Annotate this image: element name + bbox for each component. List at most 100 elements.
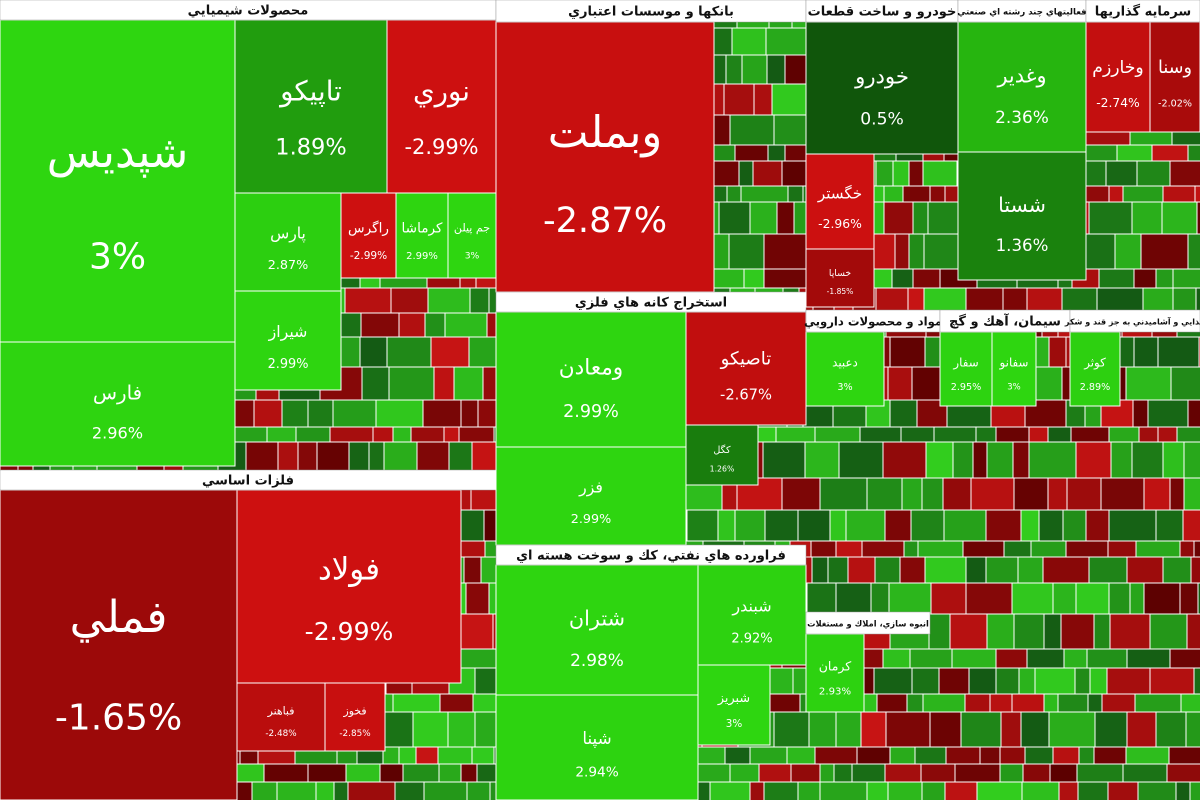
minor-tile bbox=[891, 268, 914, 289]
minor-tile bbox=[734, 509, 766, 542]
minor-tile bbox=[458, 509, 485, 542]
minor-tile bbox=[929, 185, 946, 203]
minor-tile bbox=[1151, 144, 1189, 162]
minor-tile bbox=[968, 667, 997, 695]
minor-tile bbox=[724, 746, 751, 765]
minor-tile bbox=[392, 693, 441, 713]
minor-tile bbox=[859, 426, 902, 443]
minor-tile bbox=[1052, 746, 1080, 765]
minor-tile bbox=[921, 477, 944, 511]
minor-tile bbox=[894, 233, 910, 270]
minor-tile bbox=[912, 201, 929, 235]
minor-tile bbox=[232, 763, 265, 783]
tile bbox=[340, 192, 397, 279]
tile bbox=[395, 192, 449, 279]
minor-tile bbox=[797, 781, 821, 800]
minor-tile bbox=[847, 556, 876, 584]
minor-tile bbox=[810, 540, 837, 558]
minor-tile bbox=[1038, 509, 1064, 542]
minor-tile bbox=[1197, 582, 1200, 615]
minor-tile bbox=[995, 667, 1020, 695]
minor-tile bbox=[1026, 648, 1065, 669]
tile-label: خساپا bbox=[829, 268, 851, 279]
minor-tile bbox=[1126, 711, 1157, 748]
tile-value: -1.65% bbox=[55, 697, 182, 738]
tile-value: 3% bbox=[726, 718, 743, 730]
minor-tile bbox=[1125, 746, 1170, 765]
minor-tile bbox=[829, 509, 847, 542]
minor-tile bbox=[1034, 667, 1076, 695]
minor-tile bbox=[1074, 667, 1091, 695]
minor-tile bbox=[734, 144, 769, 162]
minor-tile bbox=[776, 201, 795, 235]
minor-tile bbox=[444, 312, 488, 338]
tile-label: كرماشا bbox=[402, 221, 443, 237]
tile-label: تاصيكو bbox=[720, 348, 772, 369]
minor-tile bbox=[471, 746, 495, 765]
minor-tile bbox=[922, 160, 958, 187]
minor-tile bbox=[361, 366, 390, 401]
minor-tile bbox=[1168, 746, 1200, 765]
minor-tile bbox=[329, 426, 374, 443]
minor-tile bbox=[415, 746, 439, 765]
minor-tile bbox=[1162, 185, 1196, 203]
minor-tile bbox=[833, 763, 853, 783]
minor-tile bbox=[875, 160, 894, 187]
minor-tile bbox=[1020, 711, 1050, 748]
minor-tile bbox=[1193, 540, 1200, 558]
minor-tile bbox=[965, 556, 987, 584]
minor-tile bbox=[749, 781, 765, 800]
tile-value: 2.99% bbox=[268, 357, 309, 372]
minor-tile bbox=[900, 426, 935, 443]
minor-tile bbox=[424, 312, 446, 338]
minor-tile bbox=[976, 781, 1023, 800]
minor-tile bbox=[1087, 693, 1103, 713]
minor-tile bbox=[1122, 763, 1168, 783]
minor-tile bbox=[1157, 336, 1200, 368]
minor-tile bbox=[763, 268, 812, 289]
minor-tile bbox=[392, 426, 412, 443]
tile-label: خگستر bbox=[817, 184, 862, 202]
minor-tile bbox=[1042, 556, 1090, 584]
tile bbox=[495, 446, 687, 546]
minor-tile bbox=[1065, 540, 1109, 558]
minor-tile bbox=[762, 441, 806, 479]
minor-tile bbox=[856, 746, 891, 765]
minor-tile bbox=[1147, 399, 1189, 428]
minor-tile bbox=[999, 763, 1024, 783]
minor-tile bbox=[1175, 781, 1191, 800]
tile bbox=[495, 311, 687, 448]
minor-tile bbox=[1066, 477, 1102, 511]
tile-label: سفانو bbox=[999, 356, 1029, 371]
tile-value: 2.99% bbox=[563, 402, 619, 422]
minor-tile bbox=[1089, 667, 1108, 695]
minor-tile bbox=[883, 185, 904, 203]
minor-tile bbox=[827, 556, 849, 584]
minor-tile bbox=[866, 477, 903, 511]
tile bbox=[1149, 21, 1200, 133]
minor-tile bbox=[1157, 426, 1178, 443]
minor-tile bbox=[1133, 336, 1159, 368]
minor-tile bbox=[433, 366, 455, 401]
tile-value: 2.92% bbox=[731, 632, 772, 647]
minor-tile bbox=[965, 582, 1013, 615]
minor-tile bbox=[884, 509, 912, 542]
tile-label: شپديس bbox=[47, 127, 189, 178]
minor-tile bbox=[458, 426, 495, 443]
tile-value: 3% bbox=[1007, 381, 1020, 391]
minor-tile bbox=[375, 399, 424, 428]
minor-tile bbox=[1166, 763, 1200, 783]
minor-tile bbox=[835, 582, 872, 615]
minor-tile bbox=[928, 613, 951, 650]
minor-tile bbox=[912, 268, 941, 289]
minor-tile bbox=[1135, 540, 1181, 558]
minor-tile bbox=[1028, 426, 1049, 443]
tile-value: -2.87% bbox=[543, 200, 667, 241]
minor-tile bbox=[1062, 509, 1087, 542]
tile-label: جم پيلن bbox=[454, 222, 490, 236]
minor-tile bbox=[972, 441, 988, 479]
minor-tile bbox=[307, 763, 347, 783]
minor-tile bbox=[819, 763, 835, 783]
tile-value: 2.96% bbox=[92, 423, 143, 442]
